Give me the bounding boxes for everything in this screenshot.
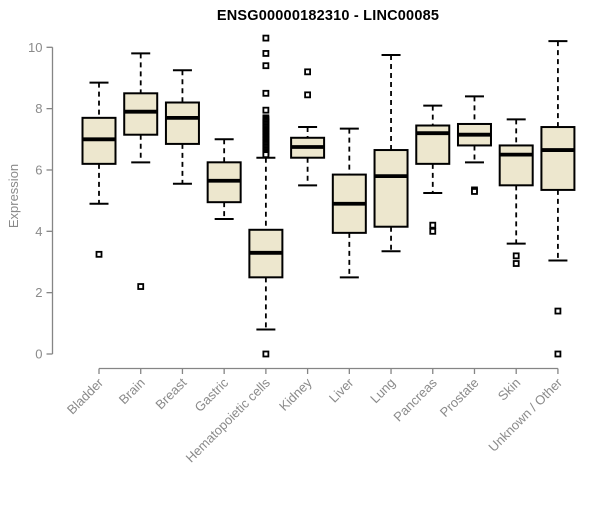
boxplot-skin [498, 118, 534, 267]
boxplot-lung [373, 53, 409, 253]
x-tick-label: Unknown / Other [485, 375, 565, 455]
outlier-point [262, 151, 270, 159]
outlier-point [554, 307, 562, 315]
outlier-point [429, 221, 437, 229]
outlier-point [512, 252, 520, 260]
x-tick-label: Bladder [64, 375, 107, 418]
boxplot-hematopoietic-cells [248, 34, 284, 358]
boxplot-kidney [290, 68, 326, 187]
boxplot-prostate [456, 95, 492, 195]
outlier-point [554, 350, 562, 358]
outlier-point [262, 89, 270, 97]
boxplot-gastric [206, 138, 242, 221]
x-tick-label: Breast [152, 375, 189, 412]
x-tick-label: Prostate [437, 375, 482, 420]
outlier-point [262, 106, 270, 114]
x-tick-label: Kidney [276, 375, 315, 414]
x-tick-label: Gastric [192, 375, 232, 415]
outlier-point [304, 91, 312, 99]
iqr-box [498, 144, 534, 187]
outlier-point [262, 50, 270, 57]
iqr-box [415, 124, 451, 165]
outlier-point [304, 68, 312, 76]
y-tick-label: 4 [35, 224, 42, 239]
iqr-box [373, 149, 409, 228]
iqr-box [123, 92, 159, 136]
boxplot-breast [164, 69, 200, 185]
iqr-box [540, 126, 576, 191]
outlier-point [262, 350, 270, 358]
outlier-point [429, 227, 437, 235]
y-axis-title: Expression [6, 163, 21, 229]
x-tick-label: Lung [367, 375, 398, 406]
outlier-point [137, 283, 145, 290]
y-tick-label: 8 [35, 101, 42, 116]
y-tick-label: 2 [35, 285, 42, 300]
boxplot-liver [331, 127, 367, 279]
x-tick-label: Liver [326, 375, 357, 406]
chart-title: ENSG00000182310 - LINC00085 [216, 8, 440, 24]
outlier-point [95, 250, 103, 258]
y-tick-label: 6 [35, 162, 42, 177]
boxplot-brain [123, 52, 159, 290]
outlier-point [262, 34, 270, 42]
x-tick-label: Skin [495, 375, 523, 403]
x-tick-label: Brain [116, 375, 148, 407]
iqr-box [164, 101, 200, 145]
y-tick-label: 0 [35, 347, 42, 362]
outlier-point [512, 260, 520, 267]
outlier-point [262, 62, 270, 70]
boxplot-bladder [81, 81, 117, 258]
outlier-point [471, 188, 478, 195]
x-tick-label: Pancreas [390, 375, 440, 425]
boxplot-unknown-other [540, 40, 576, 358]
y-tick-label: 10 [28, 40, 42, 55]
boxplot-pancreas [415, 104, 451, 235]
